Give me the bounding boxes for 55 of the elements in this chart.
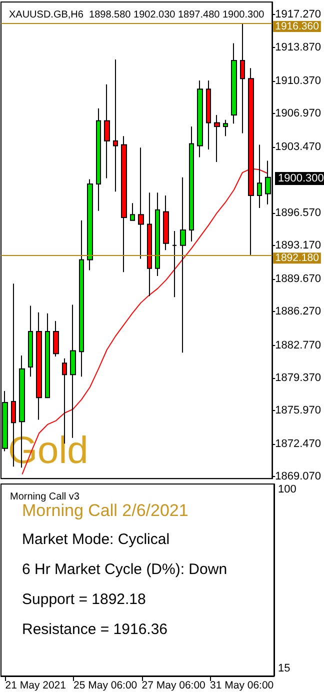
category-label: 31 May 06:00	[210, 680, 274, 692]
text: Resistance = 1916.36	[22, 621, 168, 638]
y-tick-label: 1903.470	[275, 140, 322, 153]
candlestick	[121, 136, 127, 273]
y-tick-label: 1913.870	[275, 41, 322, 54]
text: XAUUSD.GB,H6 1898.580 1902.030 1897.480 1900.300	[9, 10, 265, 20]
candlestick	[130, 202, 135, 221]
y-tick-label: 1917.270	[275, 8, 322, 21]
y-tick-label: 1879.370	[275, 372, 322, 384]
candlestick	[79, 220, 84, 378]
candlestick	[163, 195, 169, 251]
candlestick	[257, 144, 262, 208]
ref-line-label: 1916.360	[275, 20, 320, 32]
candlestick	[53, 320, 59, 357]
text: 100	[278, 484, 296, 496]
y-tick-label: 1893.170	[275, 240, 322, 252]
category-label: 27 May 06:00	[142, 680, 206, 692]
candlestick	[155, 192, 160, 276]
text: 15	[278, 662, 290, 674]
candlestick	[223, 119, 228, 137]
y-tick-label: 1889.670	[275, 273, 322, 286]
candlestick	[104, 84, 110, 179]
candlestick	[214, 114, 220, 162]
candlestick	[36, 312, 42, 420]
candlestick	[240, 22, 245, 134]
candlestick	[147, 192, 152, 297]
candlestick	[189, 126, 194, 242]
y-tick-label: 1896.570	[275, 207, 322, 220]
y-tick-label: 1886.270	[275, 306, 322, 318]
text: Support = 1892.18	[22, 591, 146, 608]
text: Morning Call v3	[10, 492, 80, 502]
candlestick	[172, 230, 177, 298]
category-label: 25 May 06:00	[74, 680, 138, 692]
y-tick-label: 1869.070	[275, 470, 322, 482]
candlestick	[138, 147, 144, 260]
text: Market Mode: Cyclical	[22, 531, 170, 548]
candlestick	[28, 305, 33, 378]
text: Morning Call 2/6/2021	[22, 501, 188, 520]
ref-line-label: 1892.180	[275, 252, 320, 264]
candlestick	[96, 108, 101, 212]
y-tick-label: 1872.470	[275, 438, 322, 450]
text: 1900.300	[278, 172, 324, 184]
category-label: 21 May 2021	[5, 680, 66, 692]
candlestick	[231, 42, 237, 124]
y-tick-label: 1910.370	[275, 74, 322, 87]
candlestick	[197, 80, 203, 158]
y-tick-label: 1875.970	[275, 404, 322, 416]
candlestick	[87, 178, 93, 271]
candlestick	[113, 58, 118, 192]
candlestick	[45, 312, 50, 398]
candlestick	[180, 176, 186, 354]
candlestick	[206, 80, 211, 150]
text: 6 Hr Market Cycle (D%): Down	[22, 561, 228, 578]
y-tick-label: 1906.970	[275, 107, 322, 120]
y-tick-label: 1882.770	[275, 339, 322, 352]
